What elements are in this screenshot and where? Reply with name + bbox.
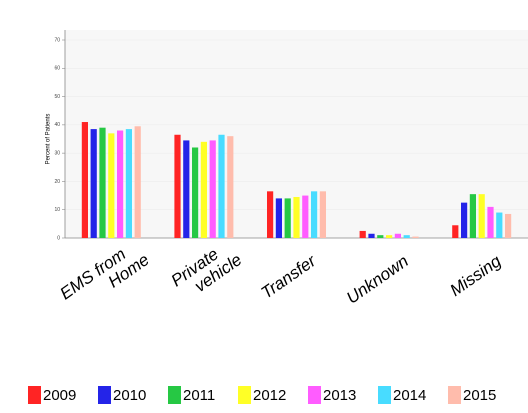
legend-label: 2011 [183,387,215,404]
y-tick-label: 70 [54,37,60,43]
bar [209,140,216,238]
bar [174,134,181,238]
bar [368,233,375,238]
x-tick-label: Unknown [343,251,412,307]
bar [319,191,326,238]
legend-label: 2015 [463,387,496,404]
bar [311,191,318,238]
bar [284,198,291,238]
bar [99,127,106,238]
y-tick-label: 0 [57,235,60,241]
y-tick-label: 50 [54,94,60,100]
bar [377,235,384,238]
legend-label: 2009 [43,387,76,404]
bar [275,198,282,238]
bar [90,129,97,238]
y-tick-label: 40 [54,122,60,128]
legend-swatch [448,386,461,404]
bar [469,194,476,238]
legend-swatch [238,386,251,404]
bar [218,134,225,238]
bar [227,136,234,238]
bar [386,235,393,238]
bar [117,130,124,238]
y-tick-label: 20 [54,179,60,185]
bar [108,133,115,238]
bar [125,129,132,238]
legend-swatch [28,386,41,404]
bar [302,195,309,238]
y-axis-label: Percent of Patients [46,114,52,165]
legend-swatch [378,386,391,404]
legend-label: 2012 [253,387,286,404]
bar [487,206,494,238]
bar [478,194,485,238]
bar [412,236,419,238]
legend-label: 2010 [113,387,146,404]
bar [496,212,503,238]
bar [359,230,366,238]
bar [293,196,300,238]
bar [452,225,459,238]
bar [134,126,141,238]
legend-label: 2014 [393,387,426,404]
bar [403,235,410,238]
bar [461,202,468,238]
bar [394,233,401,238]
legend-swatch [168,386,181,404]
y-tick-label: 30 [54,150,60,156]
legend-swatch [98,386,111,404]
bar [183,140,190,238]
legend-swatch [308,386,321,404]
bar [81,122,88,238]
y-tick-label: 60 [54,66,60,72]
y-tick-label: 10 [54,207,60,213]
bar [192,147,199,238]
x-tick-label: EMS fromHome [57,236,153,319]
x-tick-label: Privatevehicle [168,236,246,306]
bar [505,213,512,238]
bar [267,191,274,238]
x-tick-label: Transfer [258,251,321,303]
x-tick-label: Missing [446,251,505,300]
bar [200,141,207,238]
legend-label: 2013 [323,387,356,404]
